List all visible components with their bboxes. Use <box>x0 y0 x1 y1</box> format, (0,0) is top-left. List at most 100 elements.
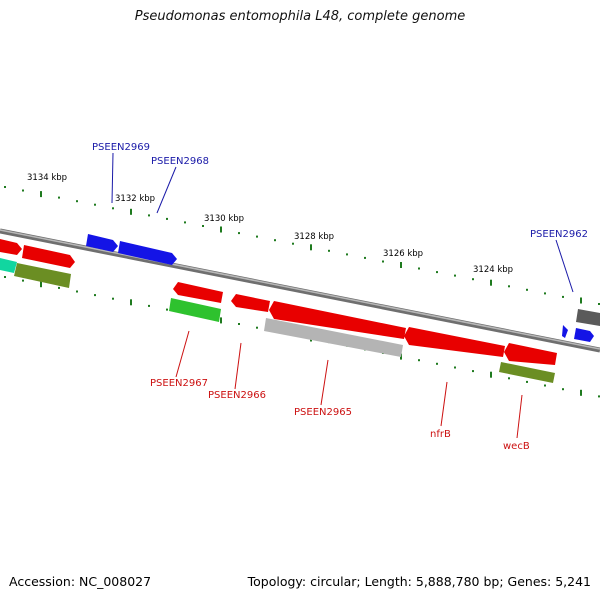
outer-minor-tick <box>328 249 330 252</box>
inner-minor-tick <box>418 359 420 362</box>
inner-minor-tick <box>58 286 60 289</box>
outer-minor-tick <box>472 278 474 281</box>
outer-major-tick <box>130 208 132 215</box>
map-title: Pseudomonas entomophila L48, complete ge… <box>134 9 466 24</box>
outer-minor-tick <box>148 214 150 217</box>
outer-minor-tick <box>508 285 510 288</box>
label-leaders <box>111 152 574 439</box>
inner-minor-tick <box>436 362 438 365</box>
inner-minor-tick <box>508 377 510 380</box>
tick-label-3130: 3130 kbp <box>204 214 244 224</box>
inner-minor-tick <box>544 384 546 387</box>
forward-gene-track <box>0 234 600 342</box>
inner-minor-tick <box>238 323 240 325</box>
gene-wecb-partner[interactable] <box>499 362 555 383</box>
outer-minor-tick <box>346 253 348 256</box>
genome-backbone <box>0 228 600 353</box>
gene-label-pseen2967: PSEEN2967 <box>150 378 208 389</box>
leader-nfrb <box>440 381 448 427</box>
tick-label-3126: 3126 kbp <box>383 249 423 259</box>
outer-minor-tick <box>22 189 24 192</box>
gene-label-nfrb: nfrB <box>430 429 451 440</box>
outer-minor-tick <box>94 203 96 206</box>
tick-label-3124: 3124 kbp <box>473 265 513 275</box>
outer-minor-tick <box>112 207 114 210</box>
gene-label-pseen2966: PSEEN2966 <box>208 390 266 401</box>
tick-label-3134: 3134 kbp <box>27 173 67 183</box>
accession-label: Accession: NC_008027 <box>9 574 152 589</box>
leader-pseen2968 <box>156 166 177 214</box>
gene-forward-right-blue[interactable] <box>574 328 594 342</box>
outer-major-tick <box>310 244 312 251</box>
inner-major-tick <box>580 389 582 396</box>
leader-pseen2965 <box>320 359 329 406</box>
outer-minor-tick <box>364 256 366 259</box>
gene-forward-partial-left[interactable] <box>0 239 22 255</box>
outer-minor-tick <box>418 267 420 270</box>
inner-minor-tick <box>526 380 528 383</box>
outer-major-tick <box>490 279 492 286</box>
inner-minor-tick <box>598 395 600 398</box>
inner-major-tick <box>130 299 132 306</box>
gene-forward-right-grey[interactable] <box>576 309 600 326</box>
tick-label-3132: 3132 kbp <box>115 194 155 204</box>
gene-pseen2965[interactable] <box>269 301 406 339</box>
outer-minor-tick <box>58 196 60 199</box>
gene-pseen2969[interactable] <box>86 234 118 252</box>
inner-minor-tick <box>94 294 96 297</box>
gene-reverse-olive-left[interactable] <box>14 263 71 288</box>
gene-pseen2965-pseudo[interactable] <box>264 318 403 357</box>
gene-pseen2967[interactable] <box>173 282 223 303</box>
leader-pseen2967 <box>175 330 190 378</box>
outer-minor-tick <box>202 225 204 227</box>
outer-minor-tick <box>184 221 186 224</box>
gene-pseen2962[interactable] <box>562 325 568 338</box>
inner-minor-tick <box>112 297 114 300</box>
tick-label-3128: 3128 kbp <box>294 232 334 242</box>
leader-pseen2966 <box>234 342 242 390</box>
inner-major-tick <box>220 317 222 324</box>
reverse-gene-track <box>0 258 557 383</box>
gene-nfrb[interactable] <box>404 327 505 357</box>
leader-pseen2969 <box>111 152 114 204</box>
outer-minor-tick <box>598 303 600 305</box>
gene-pseen2968[interactable] <box>118 241 177 265</box>
outer-minor-tick <box>76 200 78 203</box>
inner-minor-tick <box>4 276 6 278</box>
gene-reverse-teal[interactable] <box>0 258 17 273</box>
outer-minor-tick <box>526 288 528 291</box>
gene-forward-left[interactable] <box>22 245 75 268</box>
outer-major-tick <box>220 226 222 233</box>
outer-major-tick <box>40 191 42 198</box>
outer-major-tick <box>400 262 402 268</box>
outer-minor-tick <box>544 292 546 295</box>
inner-major-tick <box>490 371 492 378</box>
gene-label-wecb: wecB <box>503 441 530 452</box>
outer-tick-track <box>4 186 600 305</box>
gene-wecb[interactable] <box>504 343 557 365</box>
topology-summary: Topology: circular; Length: 5,888,780 bp… <box>247 574 591 589</box>
inner-minor-tick <box>472 370 474 373</box>
outer-minor-tick <box>238 232 240 235</box>
gene-label-pseen2969: PSEEN2969 <box>92 142 150 153</box>
inner-minor-tick <box>166 308 168 311</box>
inner-minor-tick <box>76 290 78 293</box>
outer-minor-tick <box>562 295 564 298</box>
gene-pseen2966[interactable] <box>231 294 270 312</box>
gene-pseen2967-partner[interactable] <box>169 298 221 322</box>
outer-minor-tick <box>4 186 6 188</box>
outer-minor-tick <box>292 242 294 245</box>
outer-major-tick <box>580 297 582 304</box>
inner-minor-tick <box>148 304 150 307</box>
inner-minor-tick <box>562 388 564 391</box>
leader-wecb <box>516 394 523 439</box>
inner-major-tick <box>40 281 42 288</box>
inner-minor-tick <box>256 326 258 329</box>
inner-minor-tick <box>22 279 24 282</box>
outer-minor-tick <box>382 260 384 263</box>
inner-minor-tick <box>454 366 456 369</box>
gene-label-pseen2965: PSEEN2965 <box>294 407 352 418</box>
gene-label-pseen2962: PSEEN2962 <box>530 229 588 240</box>
gene-label-pseen2968: PSEEN2968 <box>151 156 209 167</box>
